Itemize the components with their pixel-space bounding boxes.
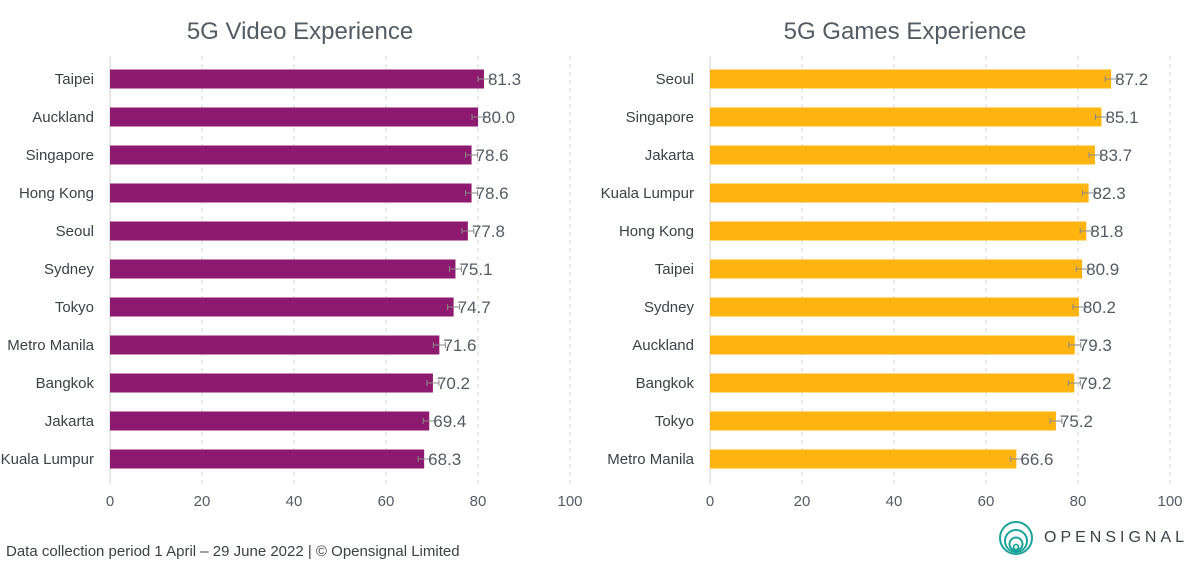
bar [710, 183, 1089, 203]
bar [710, 69, 1112, 89]
bar [710, 221, 1087, 241]
value-label: 80.9 [1086, 260, 1119, 279]
bar [110, 183, 472, 203]
value-label: 78.6 [476, 146, 509, 165]
bar [710, 145, 1096, 165]
category-label: Kuala Lumpur [601, 185, 694, 202]
category-label: Hong Kong [619, 223, 694, 240]
brand-name: OPENSIGNAL [1044, 529, 1189, 546]
value-label: 74.7 [458, 298, 491, 317]
category-label: Bangkok [36, 375, 95, 392]
category-label: Singapore [626, 109, 694, 126]
x-tick-label: 20 [794, 493, 811, 510]
category-label: Metro Manila [7, 337, 94, 354]
footer-note: Data collection period 1 April – 29 June… [6, 543, 460, 560]
x-tick-label: 80 [1070, 493, 1087, 510]
value-label: 77.8 [472, 222, 505, 241]
bar [710, 259, 1083, 279]
value-label: 81.8 [1090, 222, 1123, 241]
bar [110, 145, 472, 165]
category-label: Auckland [32, 109, 94, 126]
bar [710, 449, 1017, 469]
games-chart-title: 5G Games Experience [783, 18, 1027, 45]
bar [110, 69, 484, 89]
value-label: 85.1 [1105, 108, 1138, 127]
category-label: Taipei [655, 261, 694, 278]
video-experience-chart: 0 20 40 60 80 100 Taipei 81.3 Auckland 80.0 Singap… [1, 56, 583, 510]
value-label: 69.4 [433, 412, 466, 431]
x-tick-label: 80 [470, 493, 487, 510]
x-tick-label: 40 [286, 493, 303, 510]
category-label: Bangkok [636, 375, 695, 392]
value-label: 87.2 [1115, 70, 1148, 89]
bar [110, 335, 440, 355]
bar [710, 335, 1075, 355]
bar [110, 221, 468, 241]
value-label: 70.2 [437, 374, 470, 393]
games-experience-chart: 0 20 40 60 80 100 Seoul 87.2 Singapore 85.1 Jakart… [601, 56, 1183, 510]
category-label: Tokyo [655, 413, 694, 430]
value-label: 80.2 [1083, 298, 1116, 317]
category-label: Tokyo [55, 299, 94, 316]
category-label: Seoul [656, 71, 694, 88]
category-label: Sydney [644, 299, 695, 316]
video-chart-title: 5G Video Experience [186, 18, 414, 45]
bar [710, 373, 1075, 393]
value-label: 66.6 [1020, 450, 1053, 469]
x-tick-label: 60 [378, 493, 395, 510]
value-label: 75.1 [459, 260, 492, 279]
value-label: 78.6 [476, 184, 509, 203]
value-label: 75.2 [1060, 412, 1093, 431]
category-label: Jakarta [45, 413, 95, 430]
category-label: Kuala Lumpur [1, 451, 94, 468]
bar [110, 411, 430, 431]
value-label: 68.3 [428, 450, 461, 469]
opensignal-logo-icon [999, 521, 1033, 555]
x-tick-label: 0 [706, 493, 714, 510]
bar [110, 449, 425, 469]
bar [710, 107, 1102, 127]
value-label: 83.7 [1099, 146, 1132, 165]
x-tick-label: 60 [978, 493, 995, 510]
brand-logo: OPENSIGNAL [998, 518, 1188, 558]
category-label: Seoul [56, 223, 94, 240]
value-label: 79.3 [1079, 336, 1112, 355]
value-label: 81.3 [488, 70, 521, 89]
x-tick-label: 40 [886, 493, 903, 510]
category-label: Hong Kong [19, 185, 94, 202]
category-label: Sydney [44, 261, 95, 278]
value-label: 71.6 [443, 336, 476, 355]
x-tick-label: 0 [106, 493, 114, 510]
x-tick-label: 20 [194, 493, 211, 510]
category-label: Metro Manila [607, 451, 694, 468]
bar [710, 297, 1079, 317]
category-label: Auckland [632, 337, 694, 354]
category-label: Jakarta [645, 147, 695, 164]
category-label: Singapore [26, 147, 94, 164]
bar [110, 259, 456, 279]
bar [110, 107, 478, 127]
value-label: 82.3 [1093, 184, 1126, 203]
bar [110, 297, 454, 317]
value-label: 79.2 [1078, 374, 1111, 393]
bar [710, 411, 1056, 431]
x-tick-label: 100 [557, 493, 582, 510]
x-tick-label: 100 [1157, 493, 1182, 510]
category-label: Taipei [55, 71, 94, 88]
value-label: 80.0 [482, 108, 515, 127]
bar [110, 373, 433, 393]
